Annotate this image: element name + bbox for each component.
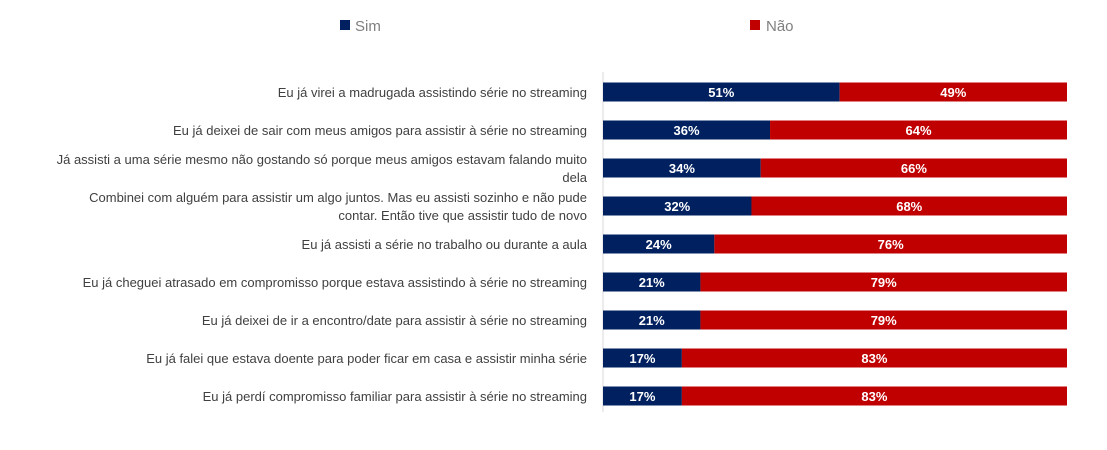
value-label-0-2: 34% <box>669 161 695 176</box>
value-label-0-4: 24% <box>646 237 672 252</box>
category-label-5: Eu já cheguei atrasado em compromisso po… <box>83 275 587 290</box>
value-label-1-8: 83% <box>861 389 887 404</box>
bar-no-0 <box>839 82 1067 102</box>
value-label-0-5: 21% <box>639 275 665 290</box>
bar-sim-8 <box>603 386 682 406</box>
bar-no-1 <box>770 120 1067 140</box>
category-label-2-line-1: dela <box>562 170 587 185</box>
legend-swatch-1 <box>750 20 760 30</box>
bar-no-4 <box>714 234 1067 254</box>
value-label-1-3: 68% <box>896 199 922 214</box>
bar-no-2 <box>760 158 1067 178</box>
category-label-1: Eu já deixei de sair com meus amigos par… <box>173 123 587 138</box>
legend-label-0: Sim <box>355 18 381 35</box>
value-label-1-5: 79% <box>871 275 897 290</box>
value-label-1-7: 83% <box>861 351 887 366</box>
category-label-6: Eu já deixei de ir a encontro/date para … <box>202 313 587 328</box>
bar-no-8 <box>681 386 1067 406</box>
value-label-1-1: 64% <box>906 123 932 138</box>
value-label-0-0: 51% <box>708 85 734 100</box>
bar-sim-4 <box>603 234 715 254</box>
value-label-1-4: 76% <box>878 237 904 252</box>
category-label-8: Eu já perdí compromisso familiar para as… <box>203 389 587 404</box>
bar-sim-1 <box>603 120 771 140</box>
value-label-1-2: 66% <box>901 161 927 176</box>
category-label-3-line-1: contar. Então tive que assistir tudo de … <box>338 208 587 223</box>
category-label-3-line-0: Combinei com alguém para assistir um alg… <box>89 190 587 205</box>
category-label-0: Eu já virei a madrugada assistindo série… <box>278 85 587 100</box>
bar-sim-6 <box>603 310 701 330</box>
bar-sim-5 <box>603 272 701 292</box>
value-label-1-0: 49% <box>940 85 966 100</box>
bar-sim-3 <box>603 196 752 216</box>
category-label-4: Eu já assisti a série no trabalho ou dur… <box>302 237 588 252</box>
bar-no-5 <box>700 272 1067 292</box>
bar-no-3 <box>751 196 1067 216</box>
value-label-0-7: 17% <box>629 351 655 366</box>
bar-no-7 <box>681 348 1067 368</box>
value-label-0-8: 17% <box>629 389 655 404</box>
category-label-7: Eu já falei que estava doente para poder… <box>146 351 587 366</box>
legend-swatch-0 <box>340 20 350 30</box>
bar-sim-7 <box>603 348 682 368</box>
category-label-2-line-0: Já assisti a uma série mesmo não gostand… <box>57 152 587 167</box>
bar-sim-0 <box>603 82 840 102</box>
value-label-0-1: 36% <box>674 123 700 138</box>
bar-sim-2 <box>603 158 761 178</box>
bar-no-6 <box>700 310 1067 330</box>
legend-label-1: Não <box>766 18 794 35</box>
value-label-0-6: 21% <box>639 313 665 328</box>
value-label-1-6: 79% <box>871 313 897 328</box>
value-label-0-3: 32% <box>664 199 690 214</box>
